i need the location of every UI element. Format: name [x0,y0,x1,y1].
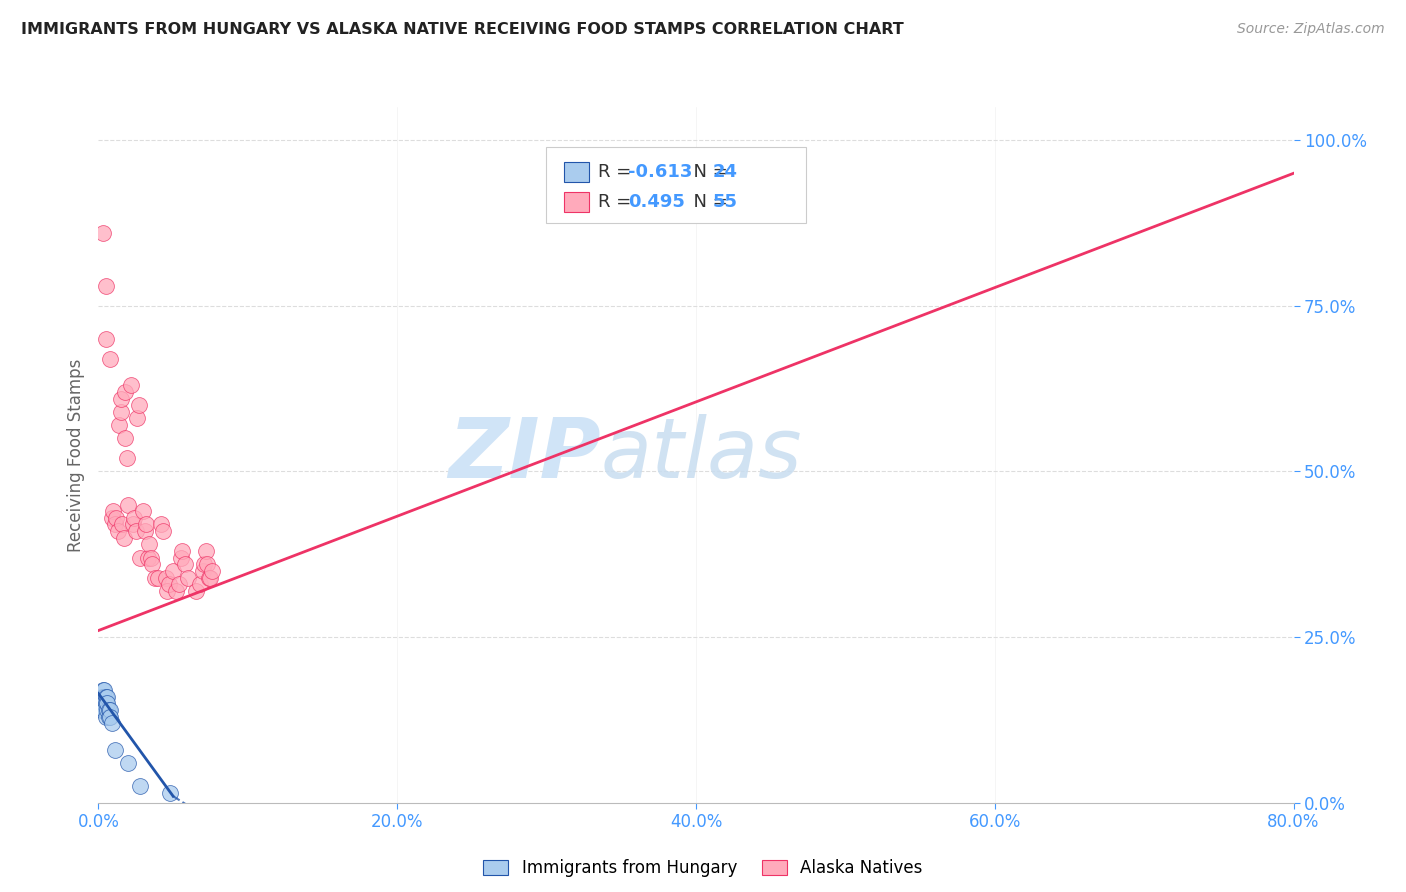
Point [96,690,118,704]
Text: atlas: atlas [600,415,801,495]
Point [107,524,129,538]
Text: R =: R = [598,162,637,180]
Point [114,384,136,399]
Point [96,703,118,717]
Point [93,690,115,704]
Point [127,411,149,425]
Point [148,570,170,584]
Point [114,431,136,445]
Point [197,558,219,572]
Point [96,697,118,711]
Point [143,570,166,584]
Point [159,786,181,800]
Point [157,577,180,591]
Point [94,709,117,723]
Point [91,226,114,240]
Point [101,511,124,525]
Point [191,564,214,578]
Point [141,558,163,572]
Text: Source: ZipAtlas.com: Source: ZipAtlas.com [1237,22,1385,37]
Point [198,570,221,584]
Point [117,498,139,512]
Point [184,583,207,598]
Point [195,544,218,558]
Text: 0.495: 0.495 [628,193,685,211]
Point [117,756,139,770]
Point [167,577,190,591]
Point [136,550,159,565]
Point [111,517,134,532]
Point [172,544,194,558]
Point [129,550,152,565]
Point [103,504,125,518]
Point [101,716,124,731]
Point [90,690,112,704]
Point [132,504,155,518]
Point [104,517,127,532]
Point [125,524,148,538]
Point [139,550,162,565]
Point [177,570,200,584]
Point [93,697,115,711]
Point [104,743,127,757]
Point [97,703,120,717]
Point [169,550,191,565]
Text: N =: N = [682,193,734,211]
Text: IMMIGRANTS FROM HUNGARY VS ALASKA NATIVE RECEIVING FOOD STAMPS CORRELATION CHART: IMMIGRANTS FROM HUNGARY VS ALASKA NATIVE… [21,22,904,37]
Point [156,583,179,598]
Point [188,577,211,591]
Point [129,779,152,793]
Text: ZIP: ZIP [447,415,600,495]
Point [110,392,132,406]
Point [128,398,150,412]
Text: 55: 55 [713,193,738,211]
Point [138,537,160,551]
Point [193,558,215,572]
Point [155,570,177,584]
Point [121,517,143,532]
Point [90,703,112,717]
Point [91,683,114,698]
Legend: Immigrants from Hungary, Alaska Natives: Immigrants from Hungary, Alaska Natives [477,853,929,884]
Point [110,405,132,419]
Point [108,418,131,433]
Y-axis label: Receiving Food Stamps: Receiving Food Stamps [66,359,84,551]
Point [174,558,197,572]
Point [112,531,135,545]
Point [105,511,128,525]
Point [94,690,117,704]
Text: N =: N = [682,162,734,180]
Point [135,517,157,532]
Point [201,564,224,578]
Point [162,564,184,578]
Point [94,697,117,711]
Point [124,511,146,525]
Point [165,583,187,598]
Point [150,517,173,532]
Point [97,709,120,723]
Point [94,279,117,293]
Point [93,703,115,717]
Text: R =: R = [598,193,637,211]
Point [98,709,122,723]
Point [98,703,122,717]
Point [120,378,142,392]
Point [200,570,222,584]
Point [134,524,156,538]
Point [91,690,114,704]
Point [91,697,114,711]
Point [89,697,111,711]
Point [115,451,138,466]
Point [98,351,122,366]
Point [93,683,115,698]
Text: -0.613: -0.613 [628,162,693,180]
Point [152,524,174,538]
Point [94,332,117,346]
Text: 24: 24 [713,162,738,180]
